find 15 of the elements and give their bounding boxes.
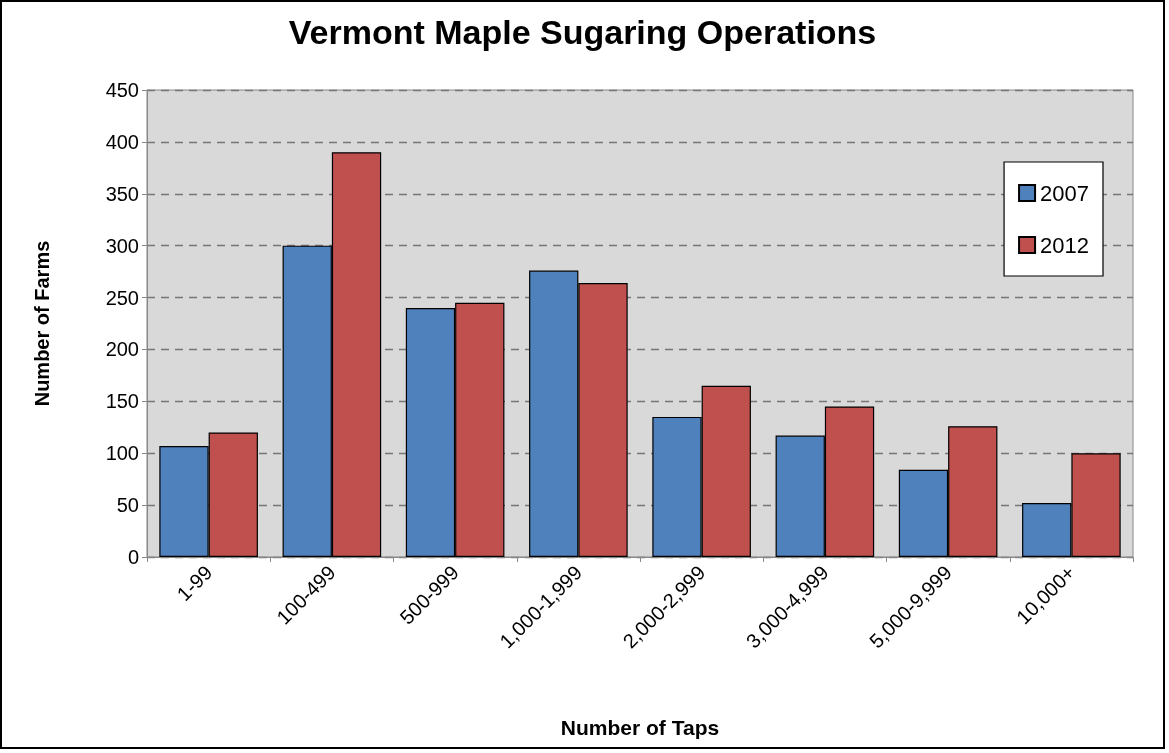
y-tick-label: 450 [105,79,139,101]
y-tick-label: 150 [105,390,139,413]
chart-title: Vermont Maple Sugaring Operations [288,13,877,51]
y-tick-label: 300 [105,234,139,257]
x-axis-title: Number of Taps [560,716,720,739]
y-tick-label: 50 [116,494,139,517]
legend-label: 2007 [1040,180,1090,206]
y-tick-label: 200 [105,338,139,361]
y-tick-label: 0 [127,546,139,568]
y-tick-label: 100 [105,442,139,465]
y-tick-label: 350 [105,182,139,205]
y-tick-label: 400 [105,130,139,153]
legend-label: 2012 [1040,232,1090,258]
y-tick-label: 250 [105,286,139,309]
y-axis-title: Number of Farms [31,240,53,407]
